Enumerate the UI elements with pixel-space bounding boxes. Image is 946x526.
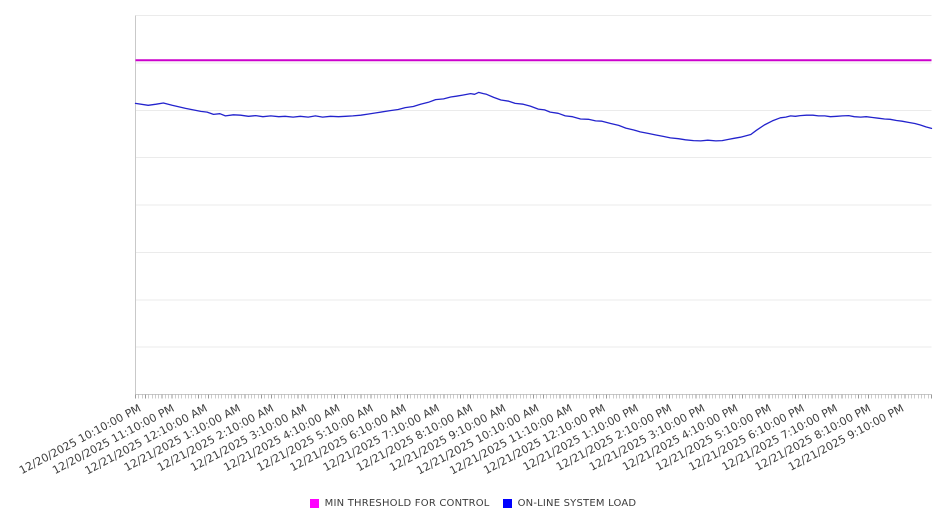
legend-item-system-load[interactable]: ON-LINE SYSTEM LOAD	[502, 498, 637, 509]
system-load-line	[134, 91, 933, 142]
legend-item-min-threshold[interactable]: MIN THRESHOLD FOR CONTROL	[309, 498, 490, 509]
min-threshold-legend-label: MIN THRESHOLD FOR CONTROL	[324, 498, 490, 509]
min-threshold-legend-swatch-icon	[309, 499, 319, 508]
chart-legend: MIN THRESHOLD FOR CONTROL ON-LINE SYSTEM…	[0, 498, 946, 509]
system-load-legend-label: ON-LINE SYSTEM LOAD	[517, 498, 637, 509]
system-load-legend-swatch-icon	[502, 499, 512, 508]
